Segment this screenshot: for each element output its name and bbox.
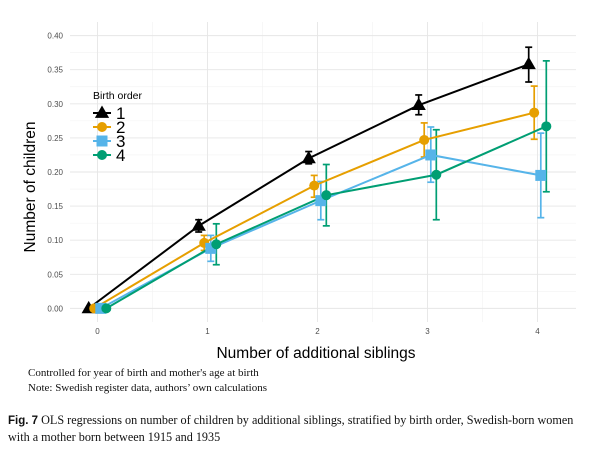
x-tick-label: 3 [425, 327, 430, 336]
note-source: Note: Swedish register data, authors’ ow… [28, 382, 267, 394]
caption-text: OLS regressions on number of children by… [8, 413, 574, 444]
x-tick-label: 1 [205, 327, 210, 336]
point-series-2 [419, 134, 430, 145]
legend-label: 4 [116, 146, 125, 165]
legend-label: 3 [116, 132, 125, 151]
point-series-1 [301, 150, 316, 164]
legend-label: 2 [116, 118, 125, 137]
y-tick-label: 0.10 [47, 236, 63, 245]
series-line-2 [93, 111, 535, 310]
y-axis-label: Number of children [22, 122, 39, 253]
x-tick-label: 2 [315, 327, 320, 336]
y-tick-label: 0.35 [47, 66, 63, 75]
point-series-4 [211, 239, 222, 250]
legend-item-1: 1 [93, 104, 125, 123]
point-series-3 [95, 302, 107, 314]
legend-item-4: 4 [93, 146, 125, 165]
figure-label: Fig. 7 [8, 415, 39, 427]
figure-caption: Fig. 7 OLS regressions on number of chil… [8, 412, 584, 445]
note-controls: Controlled for year of birth and mother'… [28, 367, 259, 379]
legend-item-2: 2 [93, 118, 125, 137]
point-series-3 [535, 169, 547, 181]
x-tick-labels: 0 1 2 3 4 [95, 327, 540, 336]
y-tick-label: 0.00 [47, 304, 63, 313]
legend-key-marker [97, 150, 107, 160]
point-series-4 [431, 169, 442, 180]
point-series-4 [101, 303, 112, 314]
point-series-1 [521, 56, 536, 70]
x-tick-label: 0 [95, 327, 100, 336]
point-series-3 [425, 149, 437, 161]
x-tick-label: 4 [535, 327, 540, 336]
y-tick-label: 0.20 [47, 168, 63, 177]
legend-item-3: 3 [93, 132, 125, 151]
point-series-2 [529, 107, 540, 118]
y-tick-label: 0.40 [47, 32, 63, 41]
y-tick-label: 0.30 [47, 100, 63, 109]
point-series-4 [541, 121, 552, 132]
series-line-3 [100, 153, 541, 310]
grid-major [70, 22, 576, 322]
figure-notes: Controlled for year of birth and mother'… [28, 366, 267, 396]
y-tick-label: 0.15 [47, 202, 63, 211]
y-tick-labels: 0.00 0.05 0.10 0.15 0.20 0.25 0.30 0.35 0.40 [47, 32, 63, 314]
point-series-2 [309, 180, 320, 191]
point-series-3 [205, 242, 217, 254]
y-tick-label: 0.05 [47, 270, 63, 279]
point-series-3 [315, 195, 327, 207]
legend-key-marker [97, 122, 107, 132]
point-series-1 [411, 97, 426, 111]
legend-label: 1 [116, 104, 125, 123]
y-tick-label: 0.25 [47, 134, 63, 143]
grid-minor [70, 22, 576, 322]
legend-title: Birth order [93, 90, 143, 102]
point-series-4 [321, 190, 332, 201]
legend-key-marker [96, 135, 108, 147]
point-series-1 [191, 218, 206, 231]
legend-key-marker [94, 105, 110, 118]
x-axis-label: Number of additional siblings [216, 345, 415, 362]
series-markers [81, 56, 552, 314]
